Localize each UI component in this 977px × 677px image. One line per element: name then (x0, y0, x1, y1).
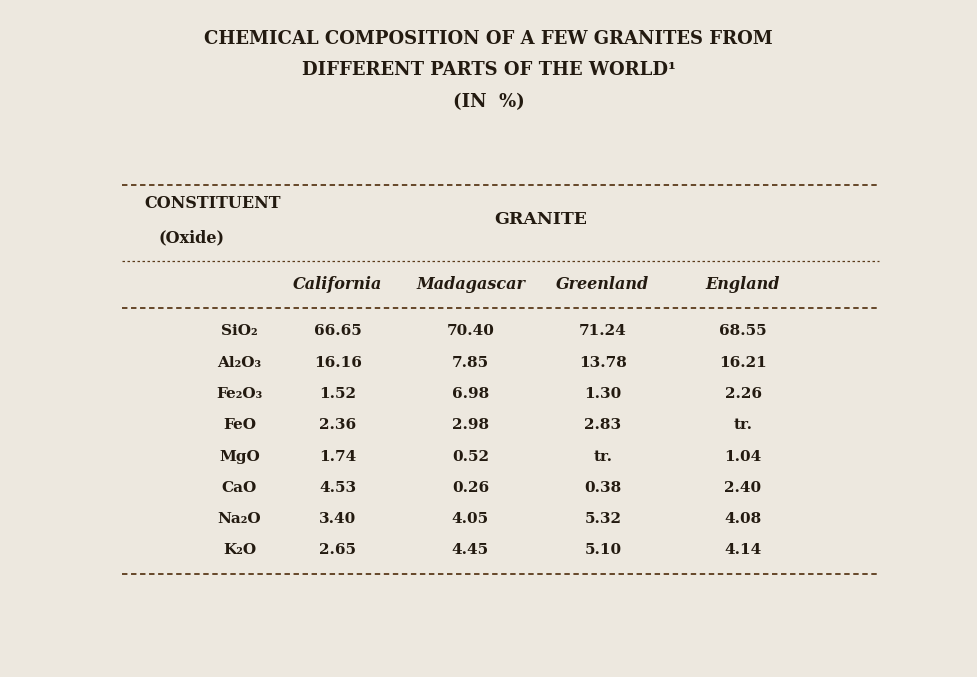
Text: K₂O: K₂O (223, 544, 256, 557)
Text: 2.65: 2.65 (319, 544, 357, 557)
Text: 16.16: 16.16 (314, 355, 361, 370)
Text: England: England (705, 276, 781, 293)
Text: CaO: CaO (222, 481, 257, 495)
Text: 0.26: 0.26 (452, 481, 488, 495)
Text: 2.26: 2.26 (725, 387, 761, 401)
Text: 4.45: 4.45 (452, 544, 488, 557)
Text: 2.36: 2.36 (319, 418, 357, 433)
Text: (IN  %): (IN %) (452, 93, 525, 112)
Text: SiO₂: SiO₂ (221, 324, 258, 338)
Text: GRANITE: GRANITE (494, 211, 587, 228)
Text: 1.52: 1.52 (319, 387, 357, 401)
Text: 2.40: 2.40 (725, 481, 761, 495)
Text: 4.53: 4.53 (319, 481, 357, 495)
Text: FeO: FeO (223, 418, 256, 433)
Text: 70.40: 70.40 (446, 324, 494, 338)
Text: (Oxide): (Oxide) (158, 229, 225, 246)
Text: Al₂O₃: Al₂O₃ (218, 355, 262, 370)
Text: Fe₂O₃: Fe₂O₃ (216, 387, 263, 401)
Text: 5.32: 5.32 (584, 512, 621, 526)
Text: 5.10: 5.10 (584, 544, 621, 557)
Text: CHEMICAL COMPOSITION OF A FEW GRANITES FROM: CHEMICAL COMPOSITION OF A FEW GRANITES F… (204, 30, 773, 49)
Text: tr.: tr. (593, 450, 613, 464)
Text: 68.55: 68.55 (719, 324, 767, 338)
Text: 4.08: 4.08 (724, 512, 762, 526)
Text: tr.: tr. (734, 418, 752, 433)
Text: 16.21: 16.21 (719, 355, 767, 370)
Text: 7.85: 7.85 (452, 355, 488, 370)
Text: 13.78: 13.78 (579, 355, 627, 370)
Text: 71.24: 71.24 (579, 324, 627, 338)
Text: 0.38: 0.38 (584, 481, 621, 495)
Text: 6.98: 6.98 (451, 387, 489, 401)
Text: 66.65: 66.65 (314, 324, 361, 338)
Text: California: California (293, 276, 383, 293)
Text: 2.98: 2.98 (452, 418, 488, 433)
Text: 4.05: 4.05 (452, 512, 488, 526)
Text: 1.30: 1.30 (584, 387, 621, 401)
Text: 1.04: 1.04 (724, 450, 762, 464)
Text: Greenland: Greenland (556, 276, 650, 293)
Text: MgO: MgO (219, 450, 260, 464)
Text: 1.74: 1.74 (319, 450, 357, 464)
Text: Na₂O: Na₂O (218, 512, 261, 526)
Text: 0.52: 0.52 (452, 450, 488, 464)
Text: 3.40: 3.40 (319, 512, 357, 526)
Text: 2.83: 2.83 (584, 418, 621, 433)
Text: 4.14: 4.14 (724, 544, 762, 557)
Text: Madagascar: Madagascar (416, 276, 525, 293)
Text: DIFFERENT PARTS OF THE WORLD¹: DIFFERENT PARTS OF THE WORLD¹ (302, 61, 675, 79)
Text: CONSTITUENT: CONSTITUENT (145, 195, 281, 213)
